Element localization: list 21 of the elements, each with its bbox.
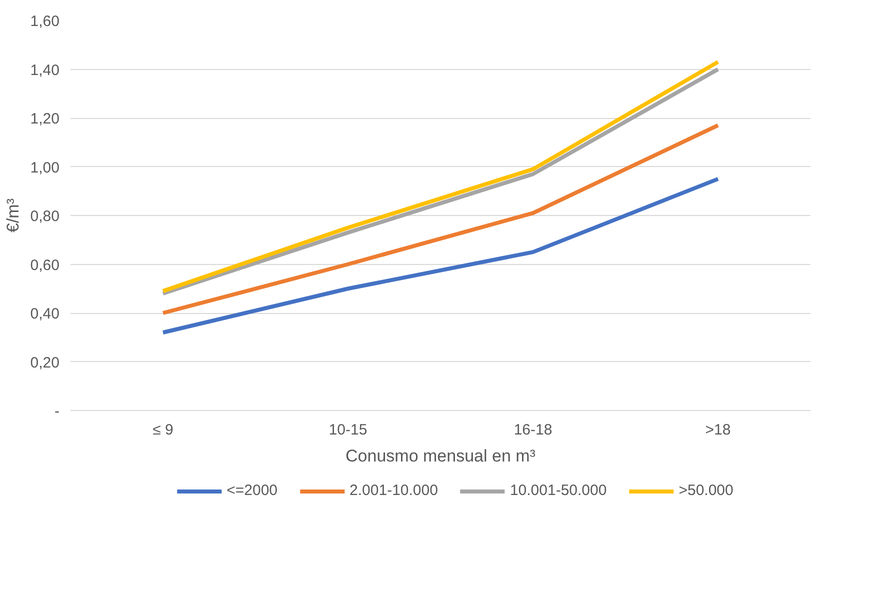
y-axis-title: €/m³	[3, 198, 22, 232]
x-tick-label: 16-18	[514, 422, 552, 438]
y-tick-label: 0,60	[30, 256, 60, 274]
legend-label: <=2000	[226, 482, 278, 499]
y-tick-label: 0,20	[30, 354, 60, 372]
y-tick-label: 0,80	[30, 208, 60, 225]
y-tick-label: 0,40	[30, 306, 60, 322]
line-series	[161, 176, 720, 334]
x-tick-label: ≤ 9	[152, 422, 174, 438]
x-axis-title: Conusmo mensual en m³	[346, 446, 536, 466]
legend-label: 2.001-10.000	[350, 482, 438, 499]
y-tick-label: 1,00	[30, 159, 60, 176]
legend-label: >50.000	[678, 482, 734, 499]
legend-label: 10.001-50.000	[510, 482, 607, 499]
y-tick-label: 1,60	[30, 13, 60, 30]
y-tick-label: 1,20	[30, 110, 60, 128]
x-tick-label: 10-15	[328, 422, 368, 438]
y-tick-label: -	[54, 403, 60, 420]
line-series	[161, 123, 720, 315]
x-tick-label: >18	[705, 422, 731, 438]
y-tick-label: 1,40	[30, 62, 60, 79]
